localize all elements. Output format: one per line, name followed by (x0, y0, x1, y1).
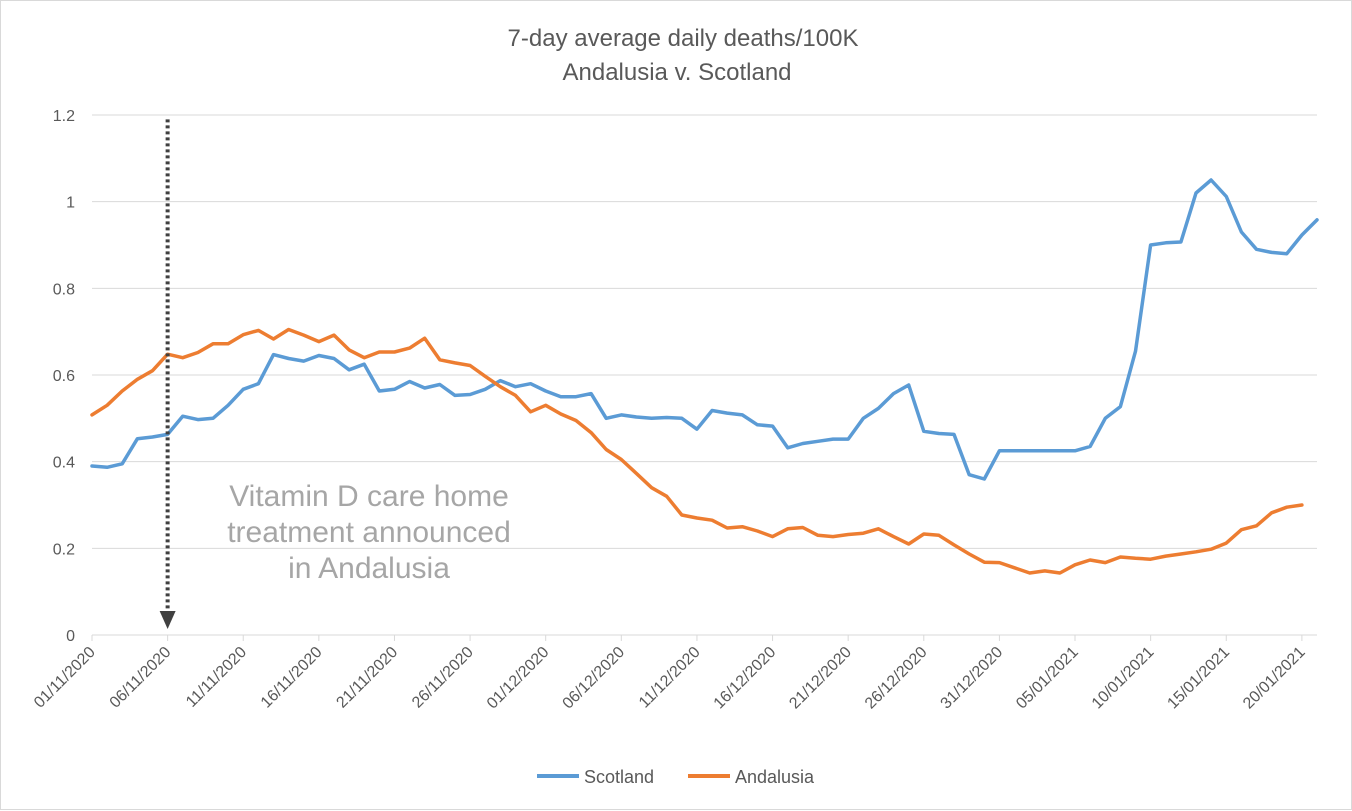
x-tick-label: 16/12/2020 (711, 644, 780, 713)
x-tick-label: 21/11/2020 (333, 644, 401, 712)
x-tick-label: 26/12/2020 (862, 644, 931, 713)
x-tick-label: 20/01/2021 (1240, 644, 1309, 713)
x-tick-label: 31/12/2020 (938, 644, 1007, 713)
chart-subtitle: Andalusia v. Scotland (562, 59, 791, 86)
legend: Scotland Andalusia (537, 767, 815, 787)
series-line-scotland (92, 180, 1317, 479)
x-tick-label: 21/12/2020 (786, 644, 855, 713)
x-tick-label: 10/01/2021 (1089, 644, 1158, 713)
y-tick-label: 0.2 (53, 541, 75, 558)
x-tick-label: 06/12/2020 (560, 644, 629, 713)
chart-title: 7-day average daily deaths/100K (508, 25, 859, 52)
y-tick-label: 0.6 (53, 368, 75, 385)
series-points-scotland (92, 180, 1317, 479)
x-tick-label: 01/12/2020 (484, 644, 553, 713)
x-tick-label: 11/12/2020 (636, 644, 704, 712)
y-tick-label: 0 (66, 628, 75, 645)
legend-label-andalusia: Andalusia (735, 767, 815, 787)
x-tick-label: 06/11/2020 (107, 644, 175, 712)
x-tick-label: 05/01/2021 (1013, 644, 1082, 713)
x-tick-label: 26/11/2020 (409, 644, 477, 712)
annotation-arrowhead (160, 611, 176, 629)
annotation-line-2: treatment announced (227, 516, 511, 549)
annotation-line-1: Vitamin D care home (229, 480, 509, 513)
x-tick-label: 01/11/2020 (31, 644, 99, 712)
y-tick-label: 1 (66, 195, 75, 212)
x-tick-label: 16/11/2020 (258, 644, 326, 712)
series-lines (92, 180, 1317, 573)
y-tick-label: 0.4 (53, 455, 75, 472)
x-tick-label: 15/01/2021 (1164, 644, 1233, 713)
annotation: Vitamin D care home treatment announced … (160, 119, 511, 629)
annotation-line-3: in Andalusia (288, 552, 450, 585)
y-tick-label: 0.8 (53, 281, 75, 298)
y-tick-label: 1.2 (53, 108, 75, 125)
x-tick-label: 11/11/2020 (183, 644, 250, 711)
legend-label-scotland: Scotland (584, 767, 654, 787)
